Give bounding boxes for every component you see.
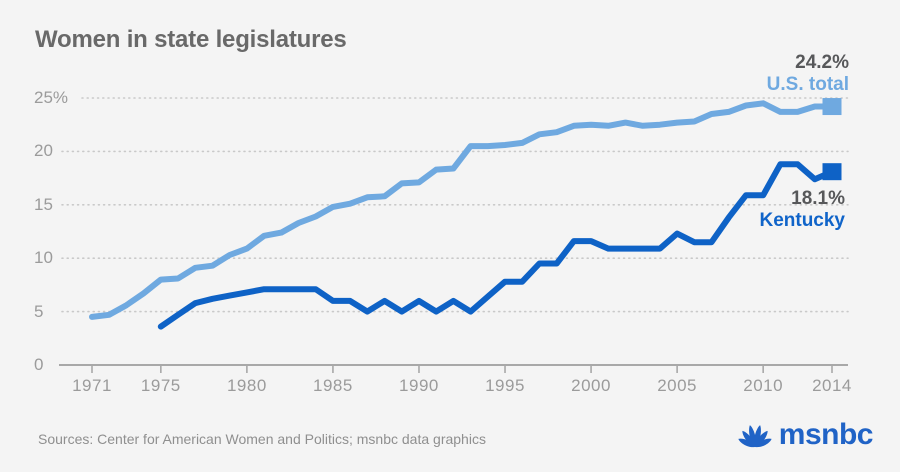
- msnbc-peacock-icon: [738, 425, 772, 448]
- x-axis-label: 2010: [743, 376, 784, 395]
- series-line-us-total: [89, 100, 835, 320]
- y-axis-label: 10: [34, 248, 53, 268]
- x-axis-label: 2000: [571, 376, 611, 395]
- x-axis-label: 1985: [313, 376, 353, 395]
- x-axis-label: 1975: [140, 376, 181, 395]
- y-axis-label: 5: [34, 301, 44, 321]
- x-axis-label: 2014: [812, 376, 852, 395]
- msnbc-logo: msnbc: [736, 418, 874, 451]
- us-total-value-label: 24.2%: [795, 52, 849, 73]
- x-axis-label: 1971: [72, 376, 112, 395]
- x-axis-label: 2005: [657, 376, 698, 395]
- y-axis-label: 15: [34, 194, 53, 214]
- x-axis-label: 1995: [485, 376, 525, 395]
- x-axis-label: 1980: [226, 376, 267, 395]
- x-axis-label: 1990: [399, 376, 439, 395]
- series-end-marker-kentucky: [822, 163, 842, 181]
- us-total-annotation: 24.2% U.S. total: [767, 52, 849, 96]
- series-line-kentucky: [157, 161, 835, 330]
- y-axis-label: 20: [34, 141, 53, 161]
- y-axis-label: 25%: [34, 88, 69, 107]
- page-title: Women in state legislatures: [35, 26, 347, 53]
- series-end-marker-us-total: [822, 98, 842, 116]
- msnbc-wordmark: msnbc: [778, 418, 874, 451]
- source-credit: Sources: Center for American Women and P…: [38, 431, 486, 447]
- kentucky-annotation: 18.1% Kentucky: [759, 188, 845, 232]
- us-total-series-label: U.S. total: [766, 74, 849, 95]
- kentucky-series-label: Kentucky: [759, 210, 845, 231]
- y-axis-label: 0: [34, 355, 44, 374]
- kentucky-value-label: 18.1%: [791, 188, 845, 209]
